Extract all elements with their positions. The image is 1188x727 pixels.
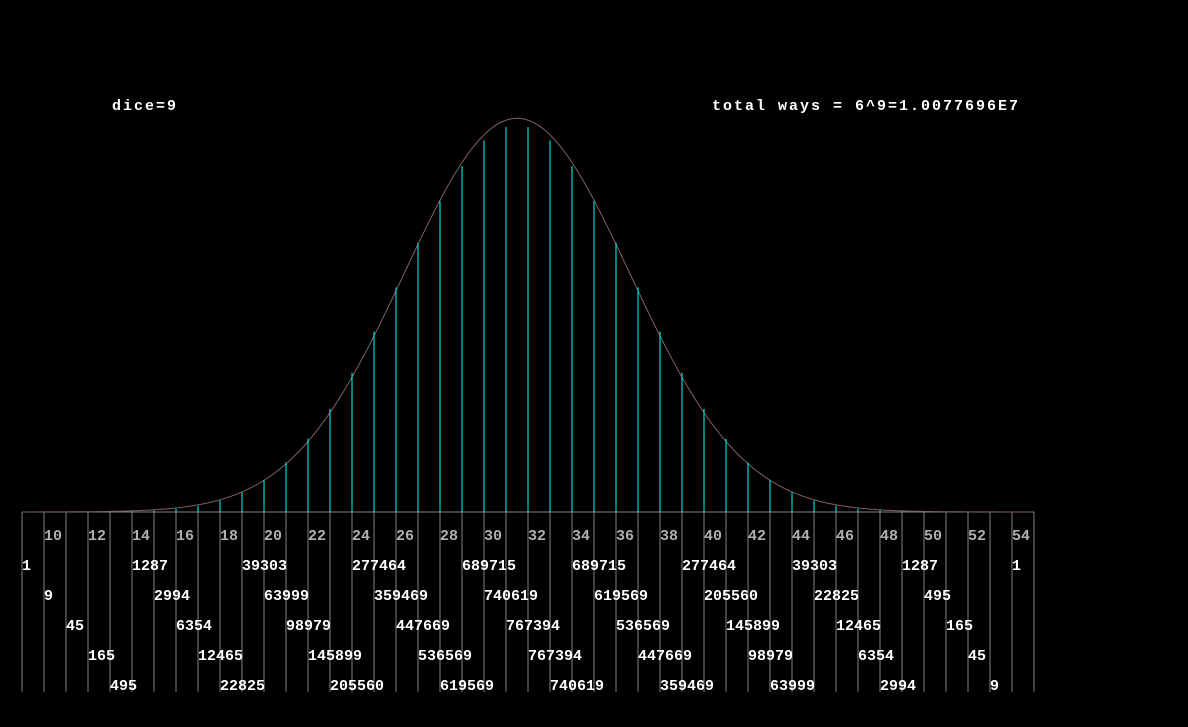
x-tick-label: 48	[880, 528, 898, 545]
x-tick-label: 32	[528, 528, 546, 545]
value-label: 277464	[352, 558, 406, 575]
x-tick-label: 34	[572, 528, 590, 545]
x-tick-label: 52	[968, 528, 986, 545]
x-tick-label: 50	[924, 528, 942, 545]
value-label: 1287	[902, 558, 938, 575]
value-label: 22825	[814, 588, 859, 605]
value-label: 145899	[726, 618, 780, 635]
value-label: 495	[110, 678, 137, 695]
value-label: 689715	[572, 558, 626, 575]
value-label: 9	[44, 588, 53, 605]
value-label: 165	[88, 648, 115, 665]
value-label: 619569	[594, 588, 648, 605]
value-label: 767394	[506, 618, 560, 635]
x-tick-label: 12	[88, 528, 106, 545]
value-label: 6354	[176, 618, 212, 635]
x-tick-label: 16	[176, 528, 194, 545]
x-tick-label: 46	[836, 528, 854, 545]
value-label: 767394	[528, 648, 582, 665]
value-label: 536569	[418, 648, 472, 665]
x-tick-label: 24	[352, 528, 370, 545]
x-tick-label: 14	[132, 528, 150, 545]
value-label: 2994	[880, 678, 916, 695]
value-label: 205560	[704, 588, 758, 605]
value-label: 22825	[220, 678, 265, 695]
value-label: 447669	[638, 648, 692, 665]
value-label: 63999	[264, 588, 309, 605]
value-label: 2994	[154, 588, 190, 605]
value-label: 205560	[330, 678, 384, 695]
value-label: 536569	[616, 618, 670, 635]
value-label: 619569	[440, 678, 494, 695]
value-label: 6354	[858, 648, 894, 665]
value-label: 689715	[462, 558, 516, 575]
value-label: 740619	[484, 588, 538, 605]
value-label: 277464	[682, 558, 736, 575]
x-tick-label: 30	[484, 528, 502, 545]
value-label: 98979	[286, 618, 331, 635]
x-tick-label: 22	[308, 528, 326, 545]
value-label: 39303	[242, 558, 287, 575]
value-label: 447669	[396, 618, 450, 635]
x-tick-label: 28	[440, 528, 458, 545]
value-label: 12465	[198, 648, 243, 665]
value-label: 1	[1012, 558, 1021, 575]
value-label: 145899	[308, 648, 362, 665]
value-label: 1287	[132, 558, 168, 575]
x-tick-label: 38	[660, 528, 678, 545]
total-label: total ways = 6^9=1.0077696E7	[712, 98, 1020, 115]
x-tick-label: 10	[44, 528, 62, 545]
value-label: 39303	[792, 558, 837, 575]
value-label: 63999	[770, 678, 815, 695]
value-label: 12465	[836, 618, 881, 635]
dice-label: dice=9	[112, 98, 178, 115]
value-label: 165	[946, 618, 973, 635]
value-label: 9	[990, 678, 999, 695]
x-tick-label: 26	[396, 528, 414, 545]
value-label: 45	[968, 648, 986, 665]
value-label: 495	[924, 588, 951, 605]
value-label: 740619	[550, 678, 604, 695]
value-label: 1	[22, 558, 31, 575]
x-tick-label: 40	[704, 528, 722, 545]
value-label: 45	[66, 618, 84, 635]
value-label: 98979	[748, 648, 793, 665]
x-tick-label: 20	[264, 528, 282, 545]
x-tick-label: 44	[792, 528, 810, 545]
value-label: 359469	[374, 588, 428, 605]
x-tick-label: 36	[616, 528, 634, 545]
x-tick-label: 54	[1012, 528, 1030, 545]
normal-curve	[22, 117, 1032, 513]
value-label: 359469	[660, 678, 714, 695]
x-tick-label: 18	[220, 528, 238, 545]
x-tick-label: 42	[748, 528, 766, 545]
